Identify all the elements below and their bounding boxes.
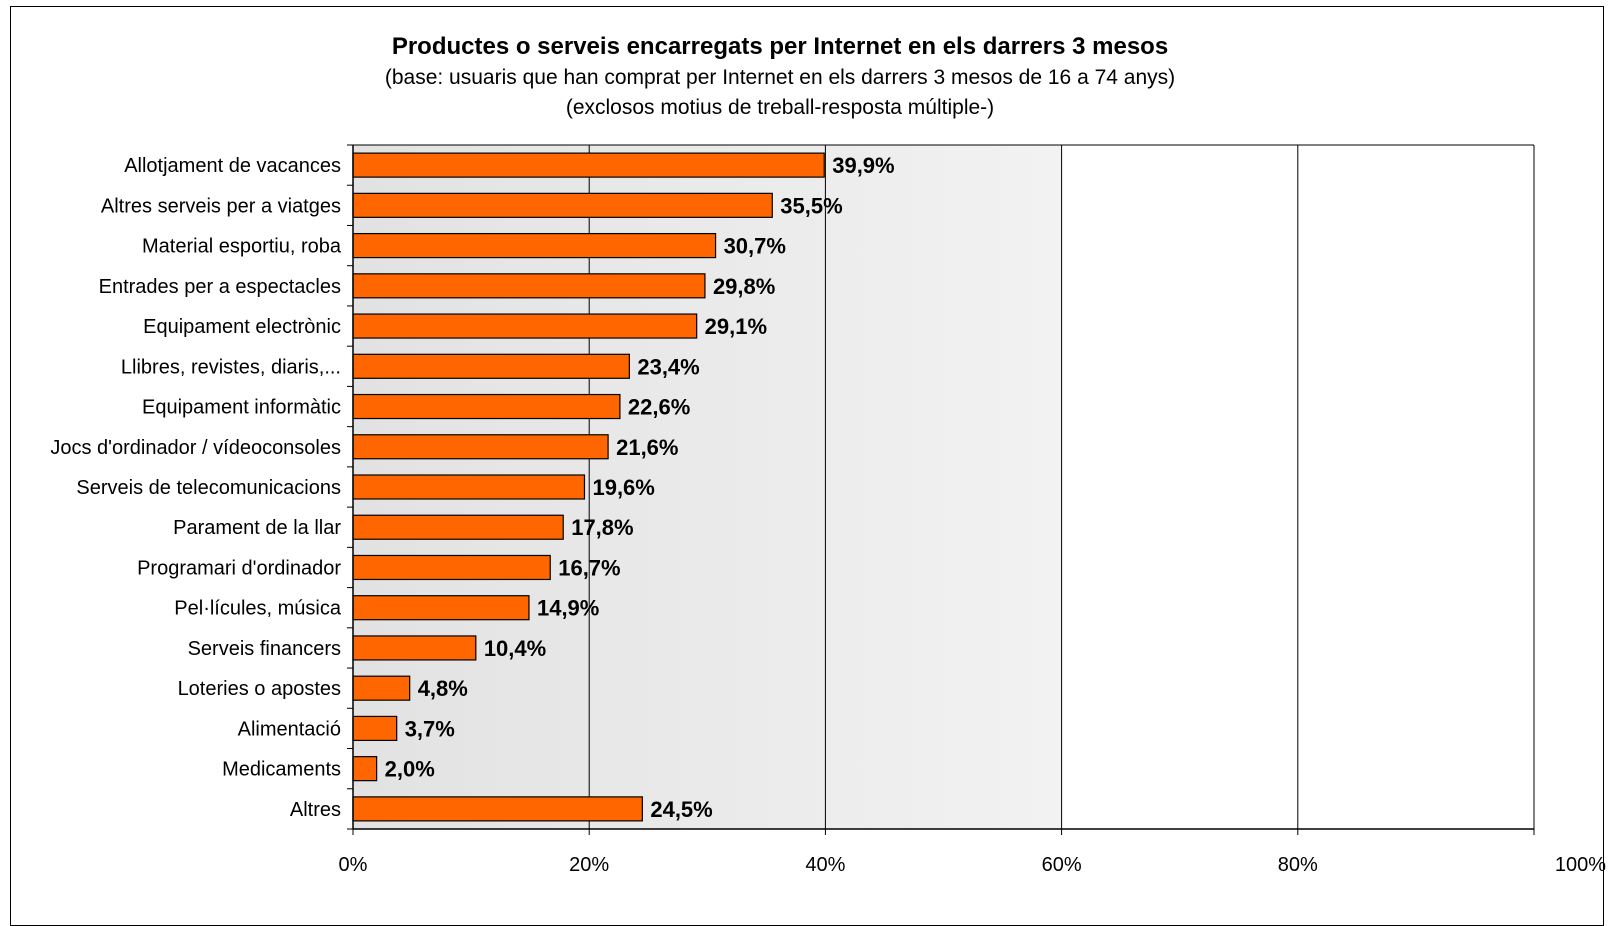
- axes: [347, 144, 1534, 830]
- data-label: 24,5%: [650, 797, 712, 822]
- bar: [352, 595, 530, 621]
- x-tick-labels: 0% 20% 40% 60% 80% 100%: [339, 829, 1606, 876]
- category-label: Alimentació: [238, 718, 341, 740]
- category-label: Llibres, revistes, diaris,...: [121, 356, 341, 378]
- category-label: Equipament informàtic: [142, 397, 341, 419]
- category-label: Parament de la llar: [173, 517, 341, 539]
- category-label: Entrades per a espectacles: [99, 276, 341, 298]
- x-tick-label: 100%: [1555, 854, 1606, 876]
- data-label: 22,6%: [628, 395, 690, 420]
- category-label: Serveis financers: [188, 638, 341, 660]
- x-tick-label: 60%: [1042, 854, 1082, 876]
- data-label: 29,8%: [713, 274, 775, 299]
- data-label: 16,7%: [558, 555, 620, 580]
- data-label: 35,5%: [780, 193, 842, 218]
- category-label: Loteries o apostes: [178, 678, 341, 700]
- bar: [352, 514, 564, 540]
- category-label: Serveis de telecomunicacions: [76, 477, 341, 499]
- category-label: Altres: [290, 799, 341, 821]
- category-label: Material esportiu, roba: [142, 236, 342, 258]
- data-label: 10,4%: [484, 636, 546, 661]
- x-tick-label: 80%: [1278, 854, 1318, 876]
- bar: [352, 474, 586, 500]
- category-labels: Allotjament de vacances Altres serveis pe…: [50, 155, 342, 821]
- category-label: Allotjament de vacances: [124, 155, 341, 177]
- category-label: Jocs d'ordinador / vídeoconsoles: [50, 437, 341, 459]
- bar: [352, 434, 609, 460]
- x-tick-label: 20%: [569, 854, 609, 876]
- bar: [352, 715, 398, 742]
- chart-subtitle: (base: usuaris que han comprat per Inter…: [384, 66, 1176, 89]
- chart-title: Productes o serveis encarregats per Inte…: [391, 33, 1169, 60]
- category-label: Altres serveis per a viatges: [101, 195, 341, 217]
- bar: [352, 232, 717, 259]
- bar: [352, 635, 477, 661]
- data-label: 3,7%: [405, 716, 455, 741]
- bar: [352, 152, 825, 178]
- bars: [352, 152, 825, 822]
- bar: [352, 393, 621, 420]
- data-label: 19,6%: [592, 475, 654, 500]
- x-tick-label: 40%: [805, 854, 845, 876]
- bar: [352, 273, 706, 299]
- x-tick-label: 0%: [339, 854, 368, 876]
- category-label: Medicaments: [222, 759, 341, 781]
- bar: [352, 192, 773, 218]
- category-label: Pel·lícules, música: [174, 598, 342, 620]
- data-label: 17,8%: [571, 515, 633, 540]
- bar: [352, 675, 411, 701]
- bar: [352, 554, 551, 581]
- category-label: Equipament electrònic: [143, 316, 341, 338]
- gridlines: [353, 144, 1535, 829]
- data-label: 21,6%: [616, 435, 678, 460]
- data-label: 29,1%: [705, 314, 767, 339]
- bar: [352, 756, 378, 782]
- bar: [352, 796, 643, 822]
- bar: [352, 313, 698, 339]
- category-label: Programari d'ordinador: [137, 557, 341, 579]
- data-label: 30,7%: [724, 234, 786, 259]
- data-label: 4,8%: [418, 676, 468, 701]
- data-label: 23,4%: [637, 354, 699, 379]
- data-label: 2,0%: [385, 757, 435, 782]
- bar-chart: Allotjament de vacances Altres serveis pe…: [50, 144, 1606, 876]
- bar: [352, 353, 630, 379]
- value-labels: 39,9% 35,5% 30,7% 29,8% 29,1%23,4% 22,6% 21,6%…: [385, 153, 895, 822]
- data-label: 14,9%: [537, 596, 599, 621]
- chart-subtitle-note: (exclosos motius de treball-resposta múl…: [565, 96, 995, 119]
- data-label: 39,9%: [832, 153, 894, 178]
